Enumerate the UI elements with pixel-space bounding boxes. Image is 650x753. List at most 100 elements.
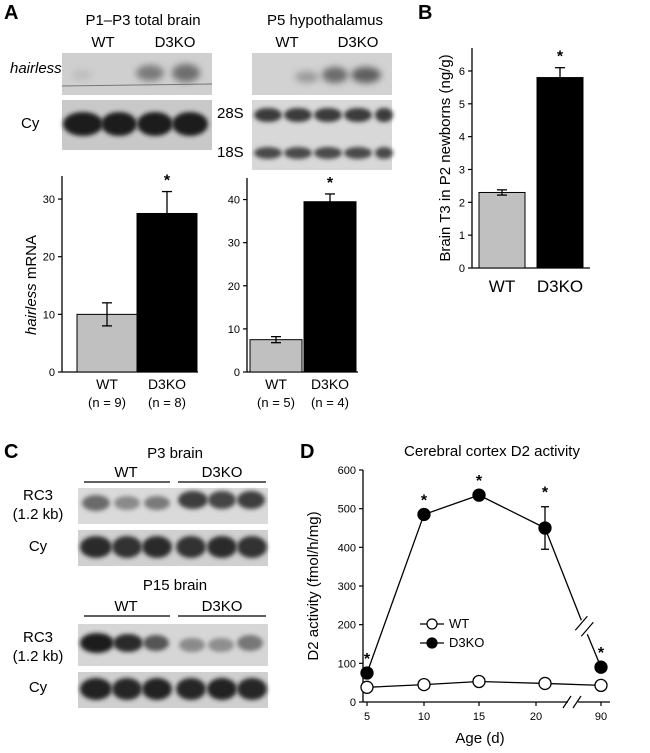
chart-d-series-line-d3ko [366,494,546,674]
blot-a1-lane-d3ko: D3KO [155,34,196,51]
blot-a1-row-hairless: hairless [10,60,62,77]
chartA2-bar-d3ko [303,201,357,373]
blot-c2-rc3-image [78,624,268,666]
chart-d-significance-star: * [598,645,605,662]
chart-d-point-d3ko [538,521,552,535]
blot-a2-row-28s: 28S [217,105,244,122]
chart-a2-hairless-mrna: 0 10 20 30 40 WT * D3KO [228,175,358,392]
chartB-category-label: D3KO [537,277,583,296]
chart-d-xtick-label: 10 [418,711,430,723]
panel-letter-c: C [4,441,18,463]
chart-a1-ylabel: hairless mRNA [23,235,40,335]
chart-a2-n-wt: (n = 5) [257,395,295,410]
blot-a2-lane-d3ko: D3KO [338,34,379,51]
blot-a1-lane-wt: WT [91,34,114,51]
chartB-category-label: WT [489,277,515,296]
chart-d-legend-label-wt: WT [449,616,469,631]
chart-a2-n-d3ko: (n = 4) [311,395,349,410]
chartA2-category-label: WT [265,376,287,392]
chartB-ytick-label: 4 [459,132,465,144]
chart-d-legend-marker-wt [426,618,438,630]
blot-c1-rc3-image [78,488,268,524]
chart-d-xtick-label: 90 [595,711,607,723]
chartB-ytick-label: 6 [459,66,465,78]
blot-a1-hairless-image [61,53,213,95]
chart-d-ytick-label: 200 [338,620,356,632]
chartA1-ytick-label: 0 [49,367,55,379]
blot-c2-row-rc3: RC3 [23,629,53,646]
blot-c2-title: P15 brain [143,577,207,594]
chartB-significance-star: * [557,49,564,66]
chart-d-significance-star: * [364,651,371,668]
chart-d-series-break-mark [574,615,588,631]
chartB-ytick-label: 3 [459,164,465,176]
chart-d-ytick-label: 0 [350,697,356,709]
chartA1-category-label: WT [96,376,118,392]
chart-d-ytick-label: 600 [338,465,356,477]
panel-letter-a: A [4,2,18,24]
chart-d-xtick-label: 5 [364,711,370,723]
chart-d-ytick-label: 400 [338,542,356,554]
chartA1-ytick-label: 10 [43,309,55,321]
chart-d-xtick-label: 20 [530,711,542,723]
chart-b-brain-t3: 0 1 2 3 4 5 6 WT * D3KO Brain T3 in P2 newborns (n… [437,48,590,296]
chart-d-series-line-d3ko-tail [544,527,582,621]
blot-c2-cy-image [78,672,268,708]
blot-c1-row-rc3-size: (1.2 kb) [13,506,64,523]
panel-letter-b: B [418,2,432,24]
blot-a1-title: P1–P3 total brain [85,12,200,29]
chart-d-d2-activity: Cerebral cortex D2 activity D2 activity (… [305,443,610,747]
chart-d-legend-label-d3ko: D3KO [449,635,484,650]
blot-a1-cy-image [62,100,212,150]
chart-d-ylabel: D2 activity (fmol/h/mg) [305,511,322,660]
blot-c1-title: P3 brain [147,445,203,462]
chartA2-category-label: D3KO [311,376,349,392]
blot-c1-cy-image [78,530,268,566]
chartB-ylabel: Brain T3 in P2 newborns (ng/g) [437,54,454,261]
blot-c2-row-cy: Cy [29,679,48,696]
chart-d-point-wt [594,678,608,693]
blot-a2-title: P5 hypothalamus [267,12,383,29]
chartA1-ytick-label: 20 [43,252,55,264]
chart-d-ytick-label: 100 [338,658,356,670]
chartB-ytick-label: 5 [459,99,465,111]
blot-a2-row-18s: 18S [217,144,244,161]
chart-a1-n-wt: (n = 9) [88,395,126,410]
blot-a1-row-cy: Cy [21,115,40,132]
chartA2-significance-star: * [327,175,334,192]
chart-d-ytick-label: 500 [338,504,356,516]
chartA2-bar-wt [249,339,303,373]
chartA2-ytick-label: 10 [228,324,240,336]
chartA1-bar-d3ko [136,212,198,373]
chart-d-xlabel: Age (d) [455,730,504,747]
chart-a1-hairless-mrna: 0 10 20 30 WT * D3KO [43,173,198,392]
chartA2-ytick-label: 40 [228,195,240,207]
blot-c2-lane-wt: WT [114,598,137,615]
chart-d-xtick-label: 15 [473,711,485,723]
chart-d-point-wt [360,680,374,694]
chart-d-point-d3ko [360,666,374,680]
chartA2-ytick-label: 20 [228,281,240,293]
chartB-ytick-label: 1 [459,230,465,242]
chart-d-series-line-wt-tail [544,682,602,687]
chartB-ytick-label: 2 [459,197,465,209]
chart-d-point-wt [538,676,552,691]
blot-c2-row-rc3-size: (1.2 kb) [13,648,64,665]
chartB-ytick-label: 0 [459,263,465,275]
chartA1-category-label: D3KO [148,376,186,392]
blot-c1-row-rc3: RC3 [23,487,53,504]
chart-d-significance-star: * [421,492,428,509]
chartB-bar-wt [478,191,526,269]
blot-c2-lane-d3ko: D3KO [202,598,243,615]
chartA1-ytick-label: 30 [43,194,55,206]
chart-d-legend-marker-d3ko [426,637,438,649]
chart-d-point-d3ko [472,488,486,502]
blot-a2-rrna-image [252,100,393,170]
chart-d-title: Cerebral cortex D2 activity [404,443,580,460]
blot-c1-lane-wt: WT [114,464,137,481]
chart-d-series-break-mark [580,621,594,637]
chart-d-point-wt [472,674,486,689]
panel-letter-d: D [300,441,314,463]
chartA1-significance-star: * [164,173,171,190]
blot-a2-lane-wt: WT [275,34,298,51]
